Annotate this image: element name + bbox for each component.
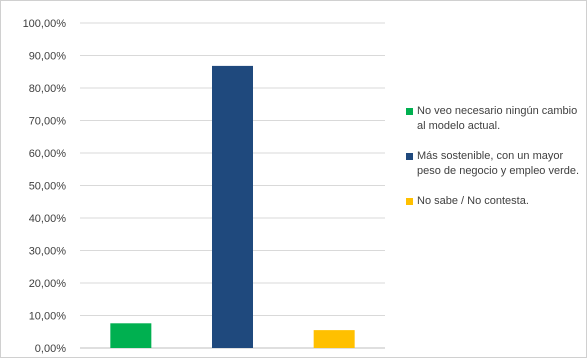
- bar-1: [110, 323, 152, 348]
- bars: [110, 65, 355, 349]
- y-tick-label: 40,00%: [29, 213, 67, 225]
- legend-label: Más sostenible, con un mayor peso de neg…: [417, 150, 580, 177]
- legend-label: No sabe / No contesta.: [417, 195, 529, 207]
- legend-item-more-sustainable: Más sostenible, con un mayor peso de neg…: [406, 149, 582, 179]
- legend-item-no-change: No veo necesario ningún cambio al modelo…: [406, 104, 582, 134]
- y-tick-label: 80,00%: [29, 83, 67, 95]
- y-tick-label: 30,00%: [29, 246, 67, 258]
- legend-swatch-yellow: [406, 198, 413, 205]
- y-tick-label: 60,00%: [29, 148, 67, 160]
- y-tick-label: 20,00%: [29, 278, 67, 290]
- bar-2: [212, 65, 253, 349]
- legend-swatch-blue: [406, 153, 413, 160]
- y-tick-label: 100,00%: [23, 18, 67, 30]
- y-tick-label: 0,00%: [35, 343, 66, 355]
- bar-3: [313, 330, 355, 348]
- y-tick-label: 10,00%: [29, 311, 67, 323]
- legend-item-no-answer: No sabe / No contesta.: [406, 194, 582, 209]
- legend-swatch-green: [406, 108, 413, 115]
- legend: No veo necesario ningún cambio al modelo…: [406, 104, 582, 224]
- y-tick-label: 70,00%: [29, 116, 67, 128]
- y-tick-label: 90,00%: [29, 51, 67, 63]
- y-axis: 0,00% 10,00% 20,00% 30,00% 40,00% 50,00% 60,00…: [23, 18, 67, 355]
- legend-label: No veo necesario ningún cambio al modelo…: [417, 105, 578, 132]
- y-tick-label: 50,00%: [29, 181, 67, 193]
